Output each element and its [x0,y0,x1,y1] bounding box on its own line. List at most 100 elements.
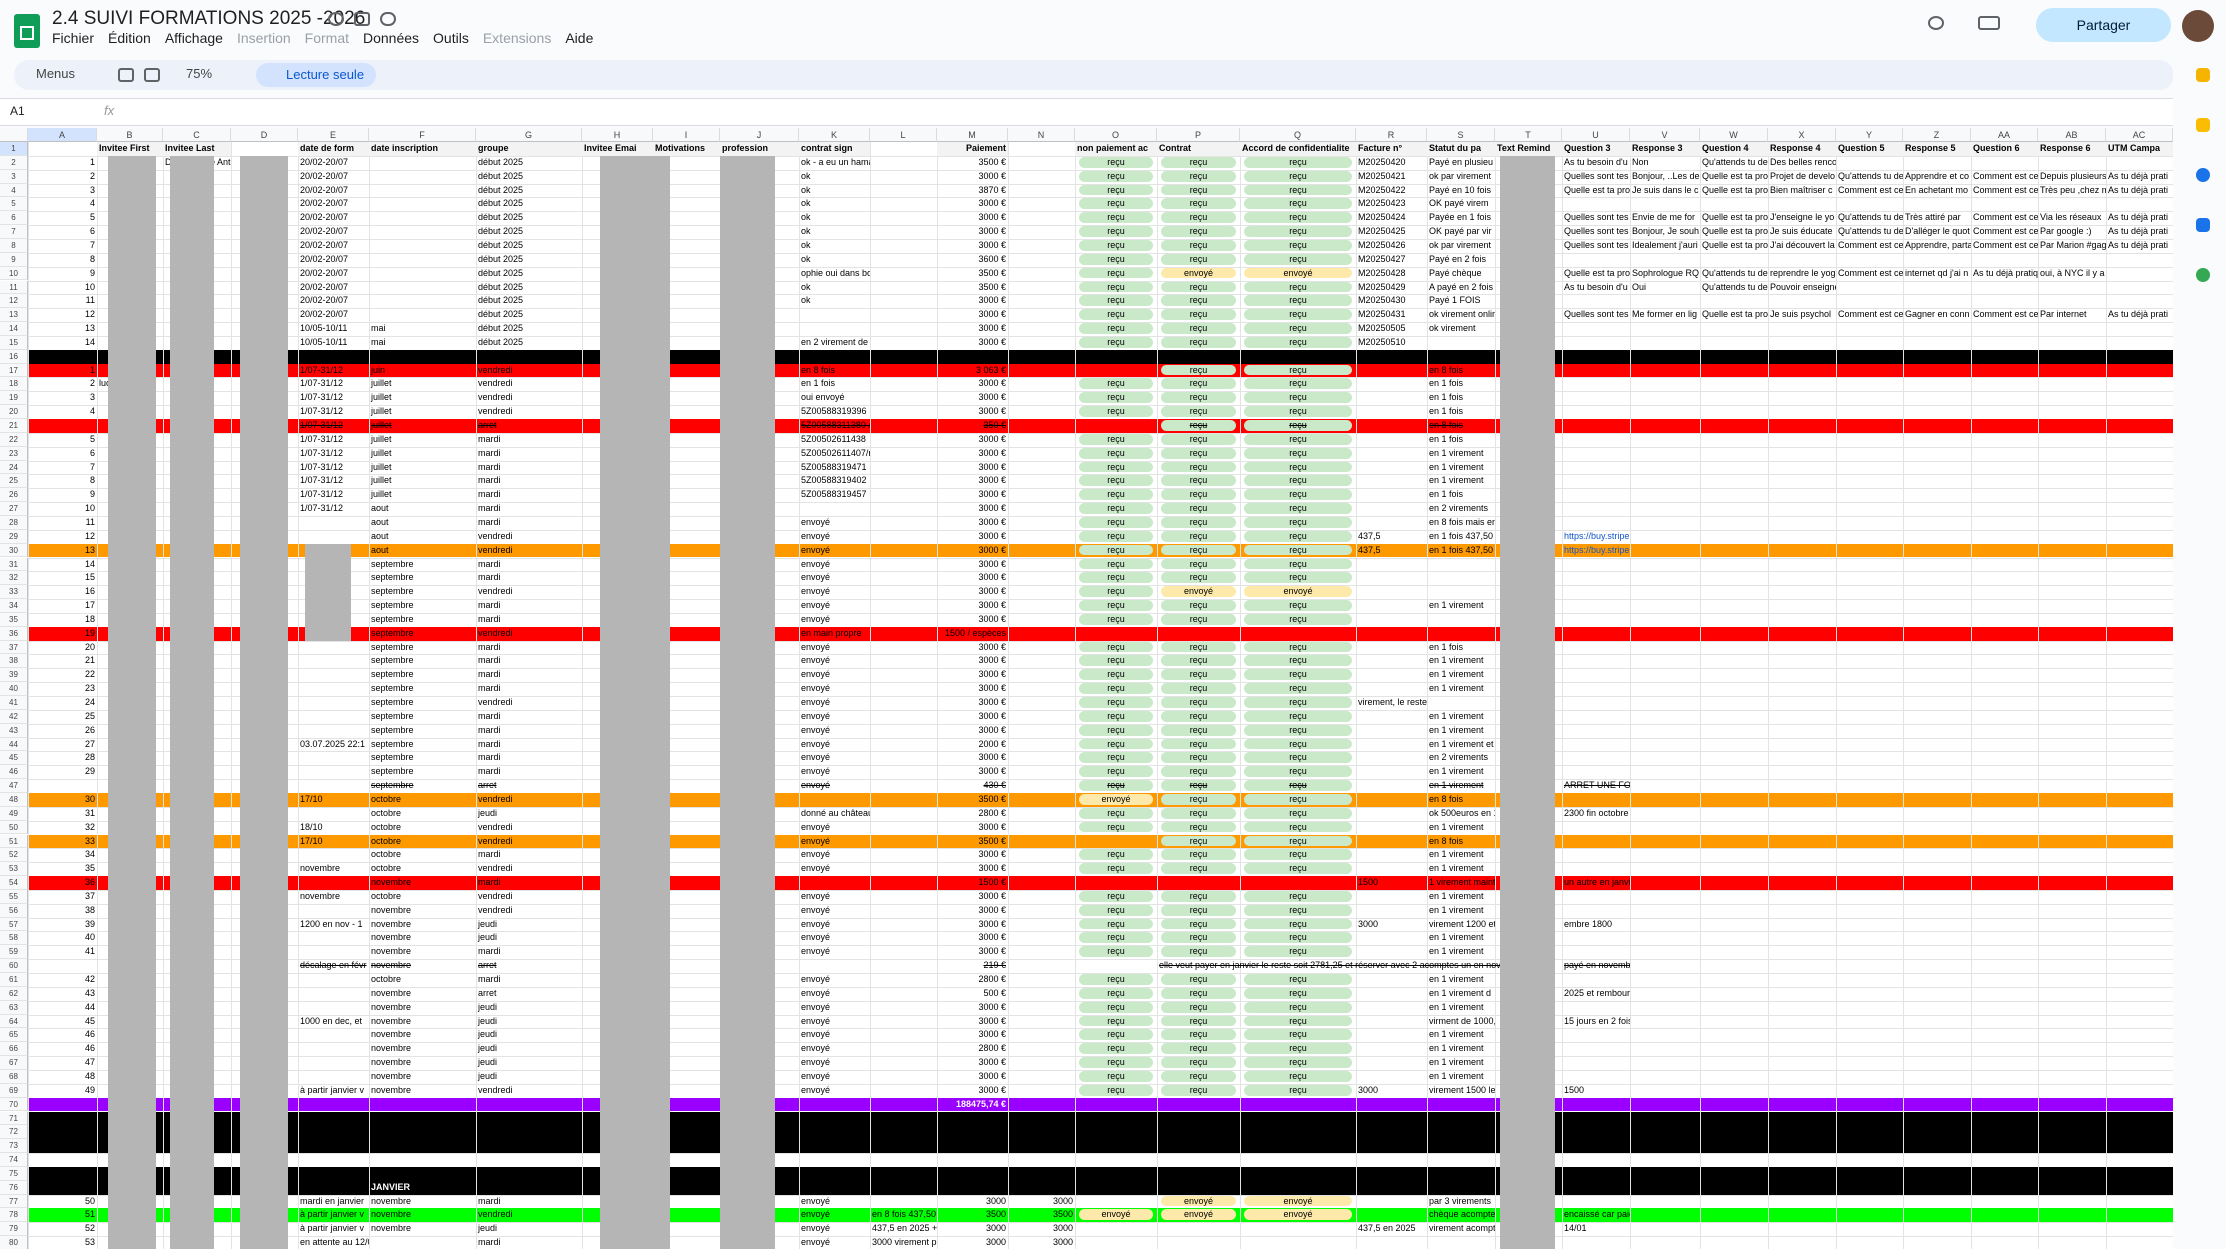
zoom[interactable]: 75% [186,66,213,81]
row-number[interactable]: 24 [0,460,28,475]
column-header[interactable]: M [937,128,1008,142]
column-header[interactable]: T [1495,128,1562,142]
row-number[interactable]: 29 [0,529,28,544]
row-number[interactable]: 18 [0,377,28,392]
column-header[interactable]: H [582,128,653,142]
column-header[interactable]: J [720,128,799,142]
column-header[interactable]: R [1356,128,1427,142]
print-icon[interactable] [118,68,134,82]
column-header[interactable]: S [1427,128,1495,142]
row-number[interactable]: 30 [0,543,28,558]
column-header[interactable]: X [1768,128,1836,142]
row-number[interactable]: 58 [0,931,28,946]
column-header[interactable]: C [163,128,231,142]
column-header[interactable]: E [298,128,369,142]
row-number[interactable]: 37 [0,640,28,655]
row-number[interactable]: 39 [0,668,28,683]
contacts-icon[interactable] [2196,218,2210,232]
column-header[interactable]: AC [2106,128,2173,142]
column-header[interactable]: Y [1836,128,1903,142]
row-number[interactable]: 76 [0,1180,28,1195]
column-header[interactable]: L [870,128,937,142]
row-number[interactable]: 35 [0,612,28,627]
row-number[interactable]: 26 [0,488,28,503]
doc-title[interactable]: 2.4 SUIVI FORMATIONS 2025 -2026 [52,8,366,29]
column-header[interactable]: D [231,128,298,142]
row-number[interactable]: 80 [0,1236,28,1249]
row-number[interactable]: 51 [0,834,28,849]
row-number[interactable]: 40 [0,682,28,696]
row-number[interactable]: 56 [0,903,28,918]
row-number[interactable]: 75 [0,1166,28,1181]
keep-icon[interactable] [2196,68,2210,82]
row-number[interactable]: 19 [0,391,28,406]
row-number[interactable]: 68 [0,1069,28,1084]
row-number[interactable]: 79 [0,1222,28,1237]
row-number[interactable]: 71 [0,1111,28,1126]
column-header[interactable]: V [1630,128,1700,142]
column-header[interactable]: AB [2038,128,2106,142]
row-number[interactable]: 62 [0,986,28,1001]
row-number[interactable]: 13 [0,308,28,323]
column-header[interactable]: K [799,128,870,142]
column-header[interactable]: Z [1903,128,1971,142]
share-button[interactable]: Partager [2036,8,2171,42]
meet-icon[interactable] [1978,16,2000,30]
row-number[interactable]: 43 [0,723,28,738]
menu-search[interactable]: Menus [36,66,76,81]
menu-item[interactable]: Affichage [164,30,223,46]
row-number[interactable]: 21 [0,419,28,433]
row-number[interactable]: 63 [0,1000,28,1015]
row-number[interactable]: 46 [0,765,28,780]
star-icon[interactable] [328,12,344,26]
row-number[interactable]: 36 [0,626,28,641]
row-number[interactable]: 55 [0,889,28,904]
row-number[interactable]: 3 [0,169,28,184]
column-header[interactable]: N [1008,128,1075,142]
row-number[interactable]: 10 [0,266,28,281]
maps-icon[interactable] [2196,268,2210,282]
row-number[interactable]: 65 [0,1028,28,1043]
row-number[interactable]: 14 [0,322,28,336]
column-header[interactable]: AA [1971,128,2038,142]
column-header[interactable]: I [653,128,720,142]
row-number[interactable]: 33 [0,585,28,600]
row-number[interactable]: 67 [0,1056,28,1070]
row-number[interactable]: 49 [0,806,28,821]
row-number[interactable]: 16 [0,349,28,364]
row-number[interactable]: 38 [0,654,28,669]
column-header[interactable]: U [1562,128,1630,142]
row-number[interactable]: 78 [0,1208,28,1223]
cloud-icon[interactable] [380,12,396,26]
menu-item[interactable]: Aide [565,30,594,46]
row-number[interactable]: 77 [0,1194,28,1209]
row-number[interactable]: 66 [0,1042,28,1057]
row-number[interactable]: 34 [0,599,28,613]
sheets-logo[interactable] [14,14,40,48]
tasks-icon[interactable] [2196,118,2210,132]
row-number[interactable]: 27 [0,502,28,516]
row-number[interactable]: 6 [0,211,28,226]
row-number[interactable]: 74 [0,1153,28,1167]
menu-item[interactable]: Fichier [52,30,95,46]
menu-item[interactable]: Édition [108,30,151,46]
history-icon[interactable] [1928,16,1944,30]
row-number[interactable]: 22 [0,432,28,447]
row-number[interactable]: 5 [0,197,28,212]
row-number[interactable]: 45 [0,751,28,766]
folder-icon[interactable] [354,12,370,26]
column-header[interactable]: G [476,128,582,142]
row-number[interactable]: 64 [0,1014,28,1029]
row-number[interactable]: 44 [0,737,28,752]
row-number[interactable]: 2 [0,155,28,170]
column-header[interactable]: Q [1240,128,1356,142]
read-only-badge[interactable]: Lecture seule [256,63,377,87]
row-number[interactable]: 41 [0,696,28,710]
calendar-icon[interactable] [2196,168,2210,182]
row-number[interactable]: 70 [0,1097,28,1112]
avatar[interactable] [2182,10,2214,42]
row-number[interactable]: 50 [0,820,28,835]
column-header[interactable]: A [28,128,97,142]
row-number[interactable]: 60 [0,959,28,973]
row-number[interactable]: 15 [0,335,28,350]
